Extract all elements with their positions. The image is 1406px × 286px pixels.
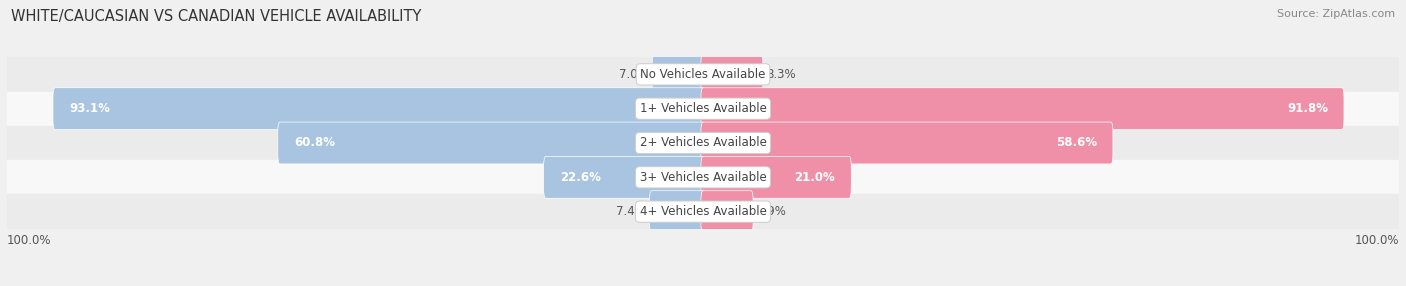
FancyBboxPatch shape xyxy=(544,156,704,198)
Bar xyxy=(7,92,1399,126)
Text: 91.8%: 91.8% xyxy=(1286,102,1329,115)
Text: 7.0%: 7.0% xyxy=(619,68,648,81)
Text: 2+ Vehicles Available: 2+ Vehicles Available xyxy=(640,136,766,150)
FancyBboxPatch shape xyxy=(702,156,851,198)
Text: 93.1%: 93.1% xyxy=(69,102,110,115)
Text: 3+ Vehicles Available: 3+ Vehicles Available xyxy=(640,171,766,184)
Text: Source: ZipAtlas.com: Source: ZipAtlas.com xyxy=(1277,9,1395,19)
FancyBboxPatch shape xyxy=(652,53,704,95)
Text: No Vehicles Available: No Vehicles Available xyxy=(640,68,766,81)
Text: 60.8%: 60.8% xyxy=(294,136,335,150)
Text: 4+ Vehicles Available: 4+ Vehicles Available xyxy=(640,205,766,218)
FancyBboxPatch shape xyxy=(702,53,763,95)
FancyBboxPatch shape xyxy=(278,122,704,164)
Text: WHITE/CAUCASIAN VS CANADIAN VEHICLE AVAILABILITY: WHITE/CAUCASIAN VS CANADIAN VEHICLE AVAI… xyxy=(11,9,422,23)
Text: 58.6%: 58.6% xyxy=(1056,136,1097,150)
FancyBboxPatch shape xyxy=(650,191,704,233)
Text: 100.0%: 100.0% xyxy=(7,234,52,247)
Bar xyxy=(7,160,1399,194)
Text: 7.4%: 7.4% xyxy=(616,205,645,218)
Bar xyxy=(7,57,1399,92)
Bar xyxy=(7,194,1399,229)
Text: 22.6%: 22.6% xyxy=(560,171,600,184)
FancyBboxPatch shape xyxy=(702,122,1114,164)
Text: 21.0%: 21.0% xyxy=(794,171,835,184)
Text: 1+ Vehicles Available: 1+ Vehicles Available xyxy=(640,102,766,115)
Text: 6.9%: 6.9% xyxy=(756,205,786,218)
FancyBboxPatch shape xyxy=(702,191,754,233)
FancyBboxPatch shape xyxy=(702,88,1344,130)
Text: 8.3%: 8.3% xyxy=(766,68,796,81)
Bar xyxy=(7,126,1399,160)
FancyBboxPatch shape xyxy=(53,88,704,130)
Text: 100.0%: 100.0% xyxy=(1354,234,1399,247)
